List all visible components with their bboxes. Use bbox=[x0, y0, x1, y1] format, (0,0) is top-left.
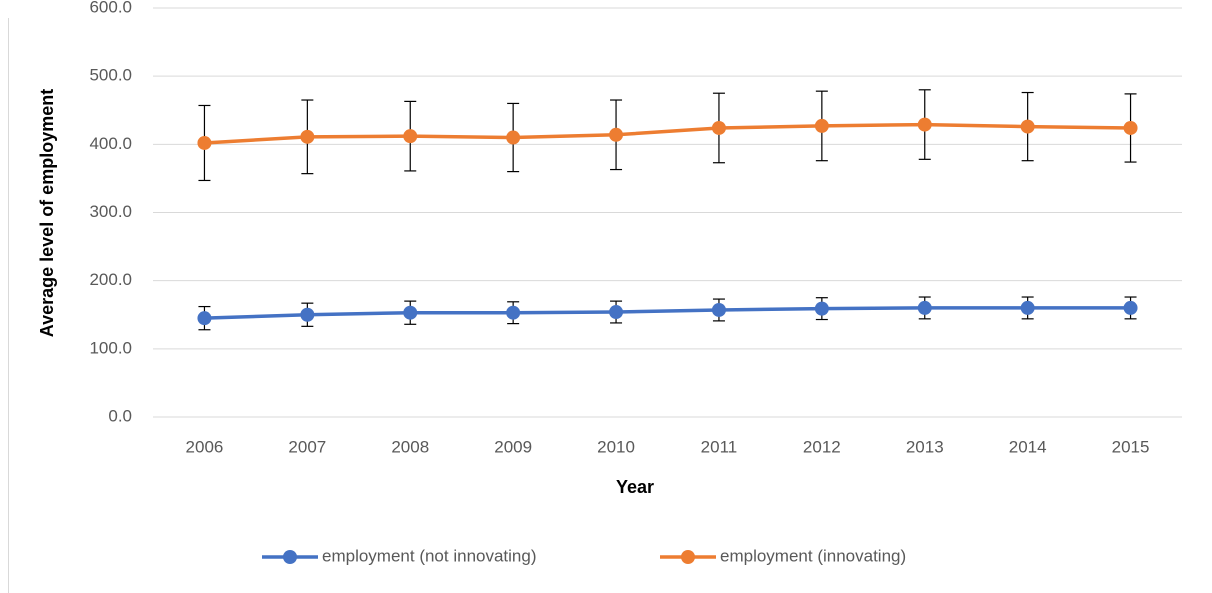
x-tick-label: 2008 bbox=[391, 437, 429, 456]
y-axis-title: Average level of employment bbox=[37, 89, 57, 337]
point bbox=[1020, 119, 1035, 134]
y-tick-label: 500.0 bbox=[89, 66, 132, 85]
point bbox=[1123, 300, 1138, 315]
y-tick-label: 300.0 bbox=[89, 202, 132, 221]
point bbox=[711, 302, 726, 317]
legend-marker bbox=[681, 550, 695, 564]
series-line bbox=[204, 122, 1131, 145]
x-tick-label: 2010 bbox=[597, 437, 635, 456]
point bbox=[917, 300, 932, 315]
y-tick-label: 400.0 bbox=[89, 134, 132, 153]
point bbox=[814, 118, 829, 133]
point bbox=[711, 120, 726, 135]
y-tick-label: 600.0 bbox=[89, 0, 132, 16]
legend-label: employment (innovating) bbox=[720, 546, 906, 565]
x-tick-label: 2009 bbox=[494, 437, 532, 456]
point bbox=[403, 129, 418, 144]
point bbox=[300, 129, 315, 144]
point bbox=[197, 311, 212, 326]
x-tick-label: 2014 bbox=[1009, 437, 1047, 456]
x-tick-label: 2011 bbox=[701, 437, 738, 456]
y-tick-label: 100.0 bbox=[89, 338, 132, 357]
series-line bbox=[204, 306, 1131, 320]
y-tick-label: 0.0 bbox=[108, 406, 132, 425]
point bbox=[814, 301, 829, 316]
y-tick-label: 200.0 bbox=[89, 270, 132, 289]
point bbox=[609, 305, 624, 320]
x-tick-label: 2013 bbox=[906, 437, 944, 456]
x-tick-label: 2007 bbox=[288, 437, 326, 456]
point bbox=[506, 305, 521, 320]
point bbox=[609, 127, 624, 142]
point bbox=[300, 307, 315, 322]
point bbox=[403, 305, 418, 320]
point bbox=[1123, 120, 1138, 135]
legend-label: employment (not innovating) bbox=[322, 546, 537, 565]
point bbox=[506, 130, 521, 145]
x-tick-label: 2006 bbox=[186, 437, 224, 456]
point bbox=[1020, 300, 1035, 315]
point bbox=[197, 135, 212, 150]
x-axis-title: Year bbox=[616, 477, 654, 497]
x-tick-label: 2012 bbox=[803, 437, 841, 456]
point bbox=[917, 117, 932, 132]
legend-marker bbox=[283, 550, 297, 564]
x-tick-label: 2015 bbox=[1112, 437, 1150, 456]
